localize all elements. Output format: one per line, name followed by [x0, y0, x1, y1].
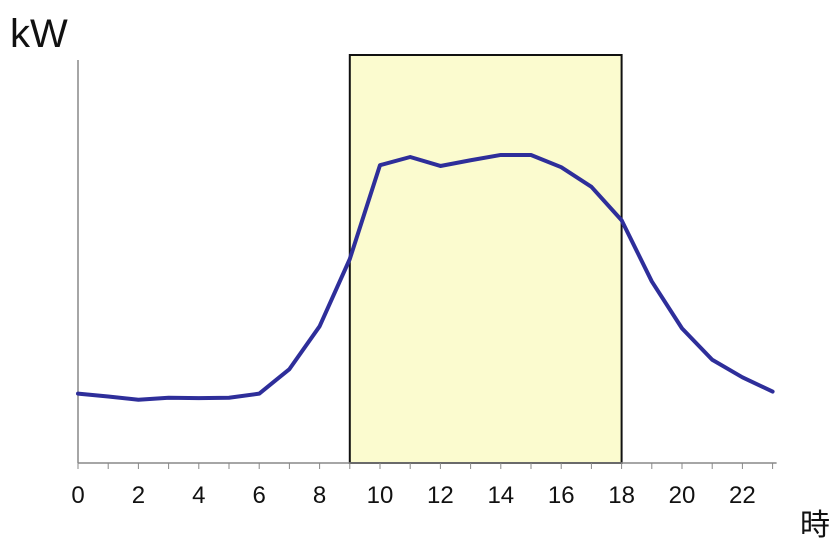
x-tick-label: 2: [132, 482, 145, 509]
x-tick-label: 4: [192, 482, 205, 509]
x-tick-label: 10: [367, 482, 394, 509]
x-tick-label: 14: [487, 482, 514, 509]
x-tick-label: 22: [729, 482, 756, 509]
highlight-region: [348, 54, 623, 464]
x-tick-label: 12: [427, 482, 454, 509]
x-tick-label: 16: [548, 482, 575, 509]
series-line: [76, 152, 775, 402]
x-tick-label: 20: [669, 482, 696, 509]
x-tick-label: 6: [253, 482, 266, 509]
x-tick-label: 8: [313, 482, 326, 509]
y-axis-label: kW: [10, 12, 68, 56]
x-axis-unit-label: 時: [800, 508, 830, 543]
x-tick-label: 18: [608, 482, 635, 509]
x-tick-label: 0: [71, 482, 84, 509]
